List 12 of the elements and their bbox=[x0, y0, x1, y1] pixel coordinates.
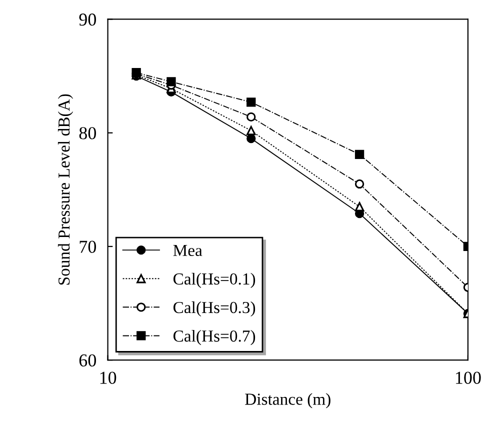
y-axis-title: Sound Pressure Level dB(A) bbox=[58, 94, 74, 285]
legend-label: Cal(Hs=0.1) bbox=[173, 272, 256, 288]
y-tick-label: 70 bbox=[80, 240, 96, 253]
y-tick-label: 60 bbox=[79, 354, 96, 367]
legend-label: Mea bbox=[173, 244, 202, 256]
y-tick-label: 80 bbox=[79, 127, 96, 140]
x-tick-label: 10 bbox=[100, 372, 116, 384]
x-axis-title: Distance (m) bbox=[245, 393, 330, 408]
legend-label: Cal(Hs=0.3) bbox=[173, 301, 256, 317]
x-tick-label: 100 bbox=[456, 372, 481, 384]
legend-label: Cal(Hs=0.7) bbox=[173, 330, 256, 346]
y-tick-label: 90 bbox=[79, 13, 96, 26]
